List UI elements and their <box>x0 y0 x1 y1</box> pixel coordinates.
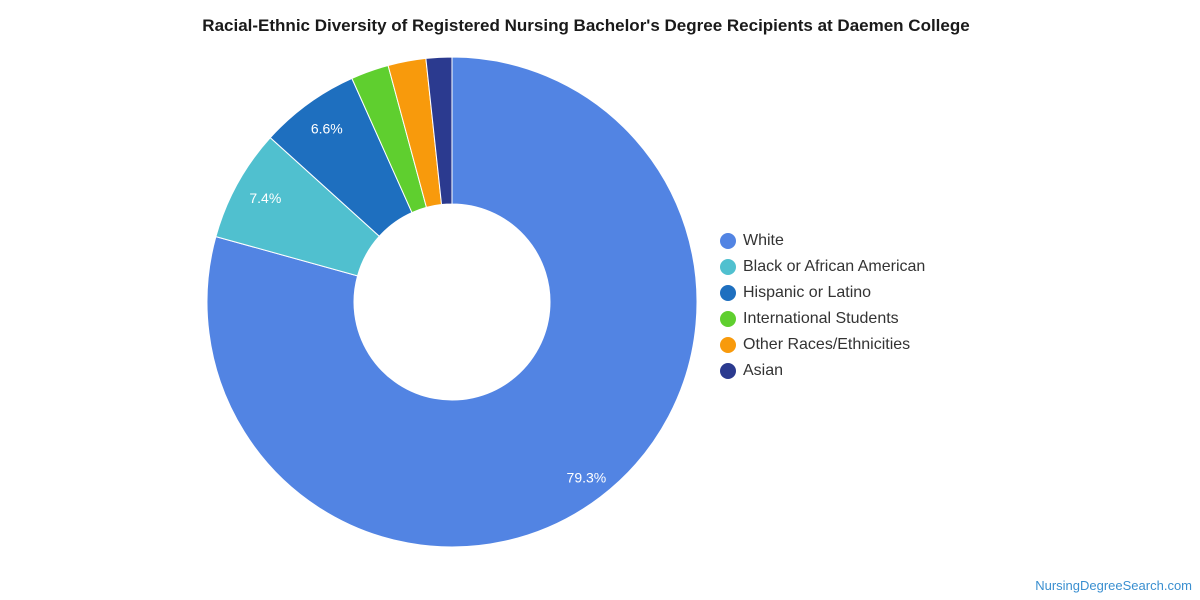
legend-swatch <box>720 311 736 327</box>
chart-title: Racial-Ethnic Diversity of Registered Nu… <box>202 16 970 35</box>
data-label: 79.3% <box>567 469 607 485</box>
legend-swatch <box>720 233 736 249</box>
legend-swatch <box>720 337 736 353</box>
legend-item-white[interactable]: White <box>720 228 925 254</box>
legend-label: White <box>743 232 784 249</box>
legend-item-hispanic-or-latino[interactable]: Hispanic or Latino <box>720 280 925 306</box>
legend-item-black-or-african-american[interactable]: Black or African American <box>720 254 925 280</box>
donut-slice-white[interactable] <box>206 56 698 548</box>
legend-label: Other Races/Ethnicities <box>743 336 911 353</box>
legend-swatch <box>720 285 736 301</box>
data-label: 7.4% <box>249 190 281 206</box>
watermark-link[interactable]: NursingDegreeSearch.com <box>1035 578 1192 593</box>
legend-swatch <box>720 363 736 379</box>
legend-item-asian[interactable]: Asian <box>720 358 925 384</box>
legend-swatch <box>720 259 736 275</box>
legend-label: Hispanic or Latino <box>743 284 872 301</box>
legend-item-international-students[interactable]: International Students <box>720 306 925 332</box>
legend-label: International Students <box>743 310 899 327</box>
data-label: 6.6% <box>311 120 343 136</box>
legend-item-other-races-ethnicities[interactable]: Other Races/Ethnicities <box>720 332 925 358</box>
donut-slice-asian[interactable] <box>425 56 453 206</box>
legend: White Black or African American Hispanic… <box>720 228 925 384</box>
legend-label: Black or African American <box>743 258 926 275</box>
legend-label: Asian <box>743 362 784 379</box>
